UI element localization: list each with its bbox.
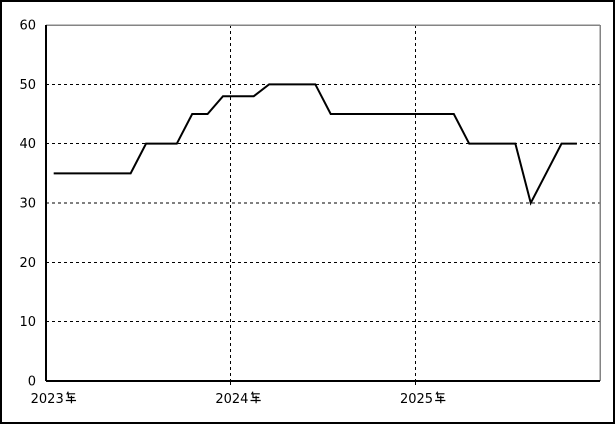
kanji-nen-glyph [435, 391, 446, 404]
kanji-nen-glyph [65, 391, 77, 404]
y-tick-label: 0 [28, 375, 36, 390]
x-year-label: 2025 [400, 392, 433, 407]
kanji-nen-glyph [250, 391, 261, 404]
y-tick-label: 40 [19, 137, 36, 152]
y-tick-label: 10 [19, 315, 36, 330]
x-year-label: 2023 [31, 392, 64, 407]
series-line [53, 83, 577, 206]
y-tick-label: 50 [19, 78, 36, 93]
y-tick-label: 20 [19, 256, 36, 271]
y-tick-label: 60 [19, 19, 36, 34]
x-year-label: 2024 [215, 392, 248, 407]
y-tick-label: 30 [19, 197, 36, 212]
